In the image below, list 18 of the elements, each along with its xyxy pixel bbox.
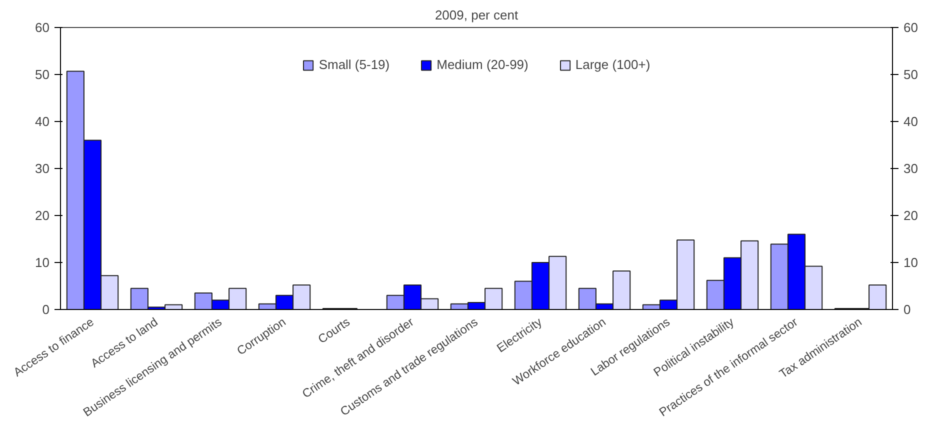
y-tick-label: 50 (35, 67, 50, 82)
y-tick-label: 20 (35, 208, 50, 223)
y2-tick-label: 50 (904, 67, 918, 82)
legend-label: Large (100+) (575, 57, 650, 72)
y-tick-label: 60 (35, 20, 50, 35)
y-tick-label: 0 (42, 302, 50, 317)
chart-title: 2009, per cent (434, 8, 518, 22)
y-tick-label: 40 (35, 114, 50, 129)
y2-tick-label: 60 (904, 20, 918, 35)
y2-tick-label: 30 (904, 161, 918, 176)
y2-tick-label: 10 (904, 255, 918, 270)
y2-tick-label: 20 (904, 208, 918, 223)
y2-tick-label: 0 (904, 302, 911, 317)
y2-tick-label: 40 (904, 114, 918, 129)
legend-label: Medium (20-99) (436, 57, 528, 72)
legend-label: Small (5-19) (318, 57, 390, 72)
y-tick-label: 30 (35, 161, 50, 176)
y-tick-label: 10 (35, 255, 50, 270)
